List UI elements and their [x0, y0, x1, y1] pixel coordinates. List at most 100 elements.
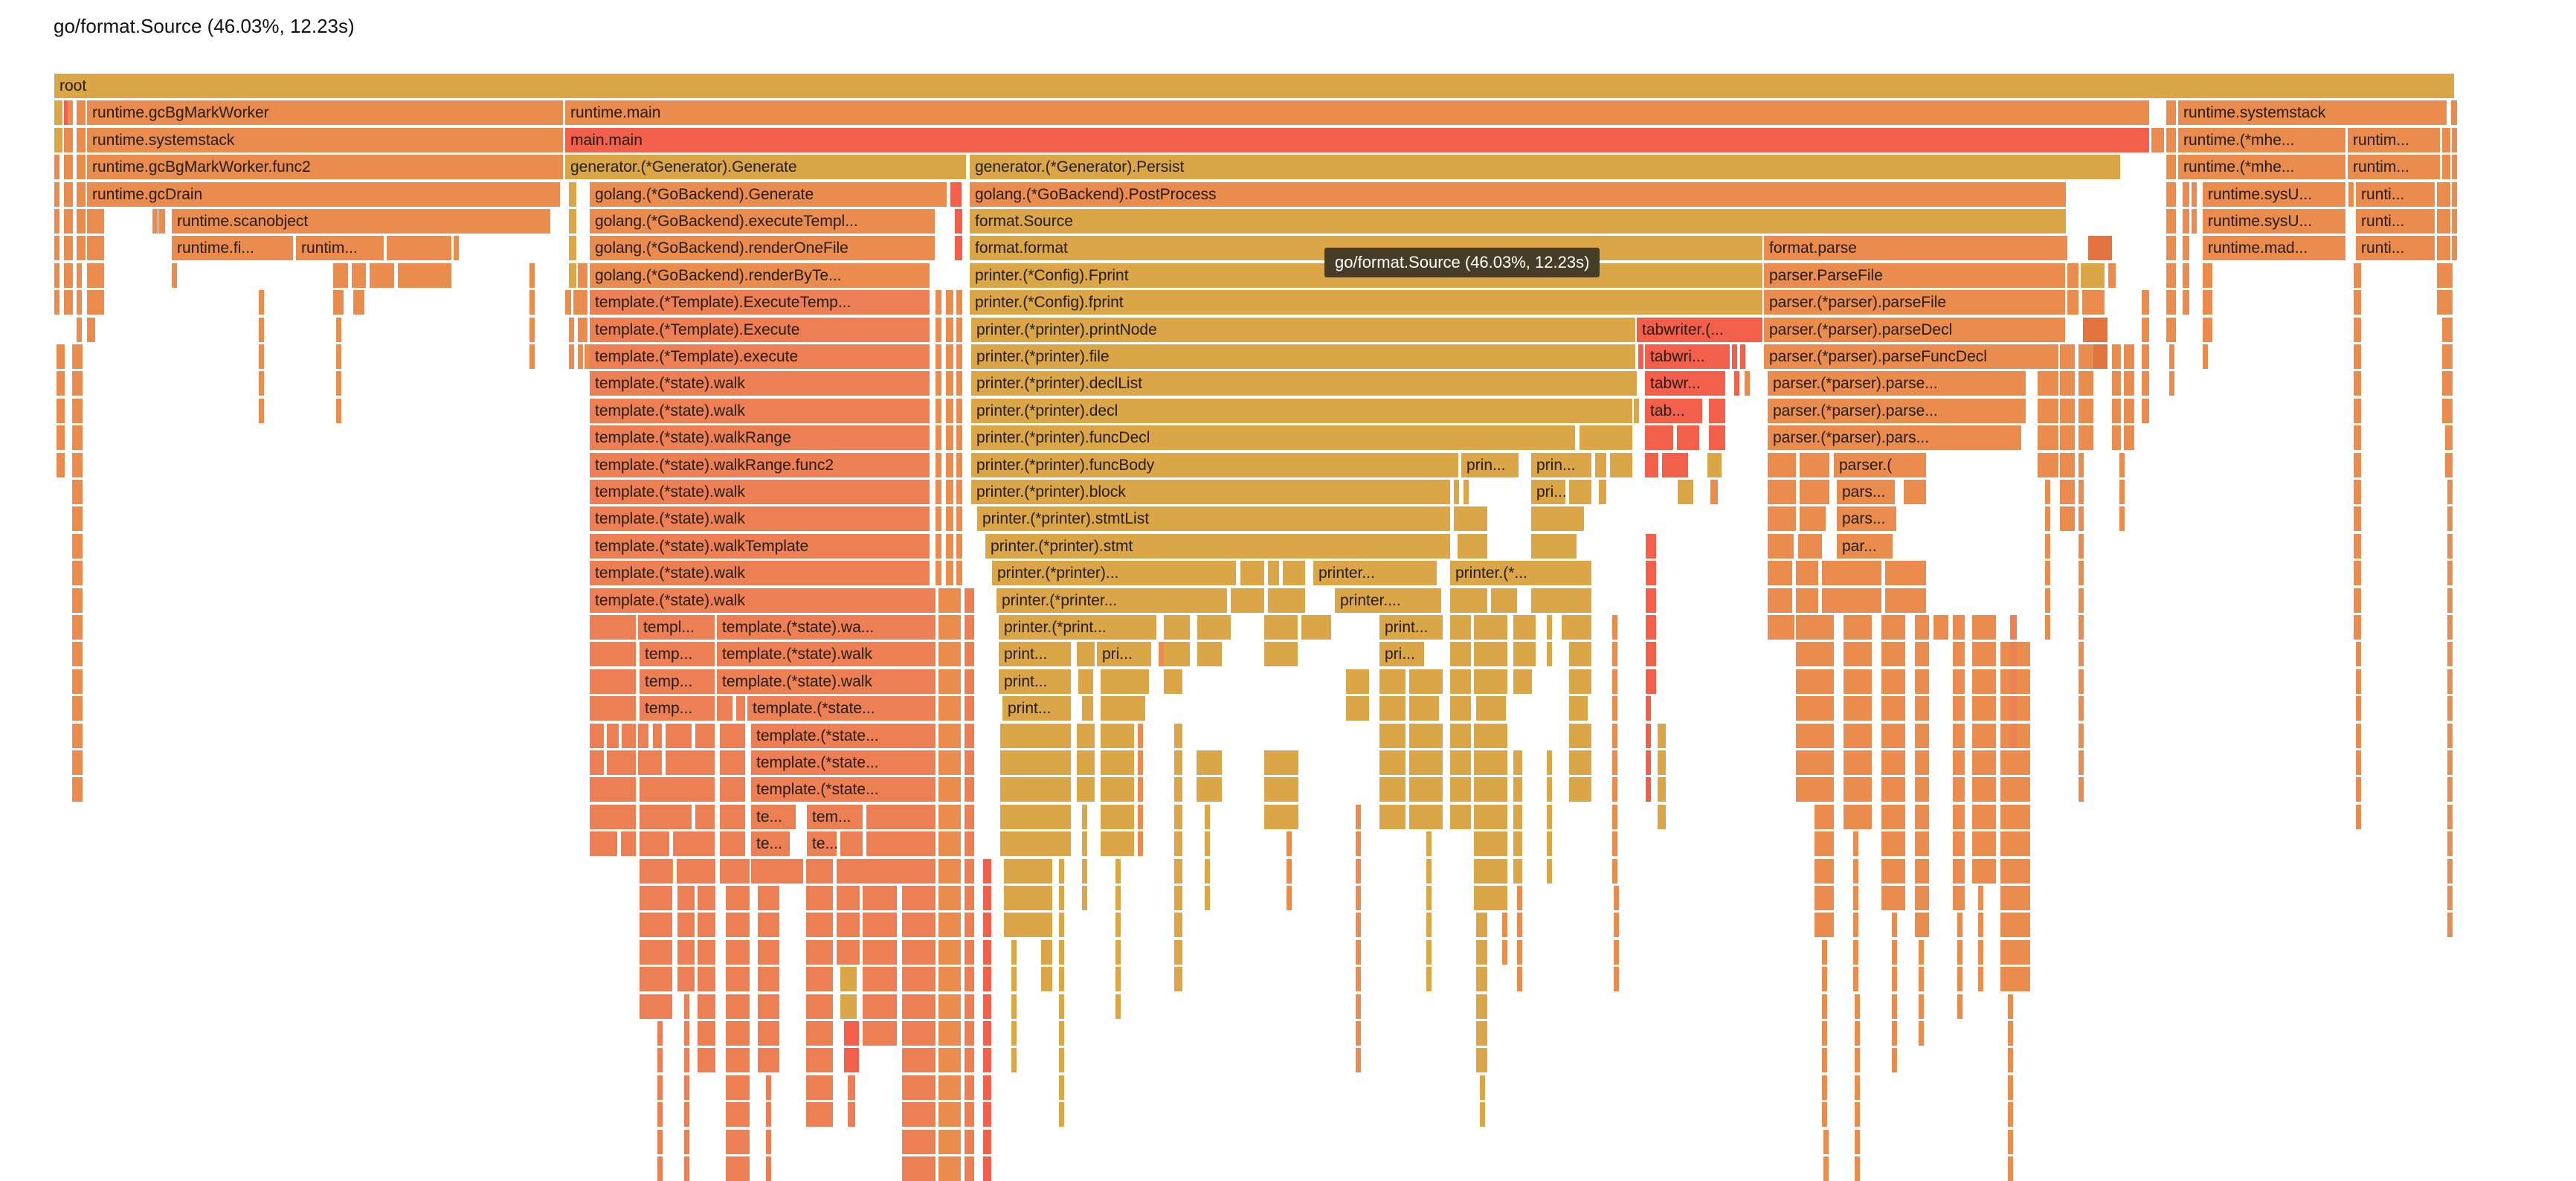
frame-bar-fragment[interactable] — [1881, 750, 1905, 775]
frame-bar-fragment[interactable] — [965, 1156, 974, 1181]
frame-bar-fragment[interactable] — [1569, 696, 1588, 721]
frame-bar-fragment[interactable] — [2445, 452, 2453, 477]
frame-bar-fragment[interactable] — [2203, 344, 2208, 369]
frame-bar-fragment[interactable] — [726, 939, 750, 965]
frame-bar-fragment[interactable] — [72, 642, 77, 667]
frame-bar-fragment[interactable] — [77, 344, 83, 369]
frame-bar[interactable]: template.(*state).walk — [590, 588, 936, 613]
frame-bar[interactable]: parser.(*parser).parseFile — [1764, 290, 2065, 315]
frame-bar[interactable]: runtime.gcBgMarkWorker — [87, 100, 563, 126]
frame-bar-fragment[interactable] — [77, 615, 83, 640]
frame-bar-fragment[interactable] — [946, 425, 953, 451]
frame-bar[interactable]: prin... — [1461, 452, 1519, 477]
frame-bar-fragment[interactable] — [1513, 831, 1522, 857]
frame-bar-fragment[interactable] — [806, 994, 833, 1019]
frame-bar[interactable]: print... — [999, 669, 1071, 694]
frame-bar-fragment[interactable] — [1059, 858, 1064, 884]
frame-bar-fragment[interactable] — [621, 831, 636, 857]
frame-bar-fragment[interactable] — [2124, 398, 2134, 423]
frame-bar-fragment[interactable] — [370, 263, 394, 288]
frame-bar-fragment[interactable] — [1011, 939, 1017, 965]
frame-bar-fragment[interactable] — [1707, 452, 1722, 477]
frame-bar-fragment[interactable] — [1768, 588, 1792, 613]
frame-bar-fragment[interactable] — [720, 777, 745, 802]
frame-bar[interactable]: root — [54, 74, 2454, 98]
frame-bar-fragment[interactable] — [1174, 723, 1182, 748]
frame-bar[interactable]: tem... — [807, 804, 863, 829]
frame-bar-fragment[interactable] — [1610, 452, 1632, 477]
frame-bar-fragment[interactable] — [259, 398, 264, 423]
frame-bar[interactable]: runtime.gcDrain — [87, 181, 560, 207]
frame-bar-fragment[interactable] — [1059, 1021, 1064, 1046]
frame-bar-fragment[interactable] — [965, 858, 974, 884]
frame-bar-fragment[interactable] — [956, 533, 962, 559]
frame-bar-fragment[interactable] — [936, 290, 941, 315]
frame-bar-fragment[interactable] — [1885, 588, 1926, 613]
frame-bar-fragment[interactable] — [1972, 804, 1996, 829]
frame-bar-fragment[interactable] — [1953, 886, 1965, 910]
frame-bar-fragment[interactable] — [1915, 615, 1929, 640]
frame-bar-fragment[interactable] — [938, 1156, 961, 1181]
frame-bar-fragment[interactable] — [1745, 371, 1750, 396]
frame-bar-fragment[interactable] — [2203, 290, 2212, 315]
frame-bar-fragment[interactable] — [1000, 723, 1071, 748]
frame-bar-fragment[interactable] — [1205, 804, 1210, 829]
frame-bar-fragment[interactable] — [1822, 1048, 1827, 1073]
frame-bar-fragment[interactable] — [938, 1048, 961, 1073]
frame-bar-fragment[interactable] — [1796, 696, 1834, 721]
frame-bar-fragment[interactable] — [1796, 750, 1834, 775]
frame-bar-fragment[interactable] — [2445, 263, 2453, 288]
frame-bar-fragment[interactable] — [54, 263, 59, 288]
frame-bar-fragment[interactable] — [1796, 642, 1834, 667]
frame-bar-fragment[interactable] — [1634, 398, 1639, 423]
frame-bar-fragment[interactable] — [1796, 588, 1818, 613]
frame-bar-fragment[interactable] — [1844, 723, 1872, 748]
frame-bar-fragment[interactable] — [1480, 1102, 1485, 1127]
frame-bar-fragment[interactable] — [569, 263, 576, 288]
frame-bar[interactable]: golang.(*GoBackend).renderByTe... — [590, 263, 930, 288]
frame-bar-fragment[interactable] — [72, 452, 77, 477]
frame-bar-fragment[interactable] — [1800, 452, 1829, 477]
frame-bar[interactable]: pri... — [1531, 480, 1565, 504]
frame-bar-fragment[interactable] — [677, 858, 695, 884]
frame-bar[interactable]: te... — [751, 831, 790, 857]
frame-bar-fragment[interactable] — [1614, 967, 1619, 992]
frame-bar[interactable]: prin... — [1531, 452, 1591, 477]
frame-bar-fragment[interactable] — [698, 1021, 715, 1046]
frame-bar-fragment[interactable] — [72, 561, 77, 586]
frame-bar-fragment[interactable] — [1796, 615, 1834, 640]
frame-bar-fragment[interactable] — [72, 615, 77, 640]
frame-bar-fragment[interactable] — [2060, 371, 2075, 396]
frame-bar-fragment[interactable] — [2067, 290, 2078, 315]
frame-bar-fragment[interactable] — [2078, 723, 2084, 748]
frame-bar-fragment[interactable] — [1409, 777, 1443, 802]
frame-bar-fragment[interactable] — [1059, 967, 1064, 992]
frame-bar-fragment[interactable] — [1491, 588, 1517, 613]
frame-bar-fragment[interactable] — [1855, 1021, 1860, 1046]
frame-bar-fragment[interactable] — [1115, 913, 1121, 938]
frame-bar[interactable]: runti... — [2356, 236, 2435, 261]
frame-bar-fragment[interactable] — [2008, 1075, 2013, 1100]
frame-bar-fragment[interactable] — [2437, 236, 2442, 261]
frame-bar-fragment[interactable] — [1409, 804, 1443, 829]
frame-bar-fragment[interactable] — [2124, 425, 2134, 451]
frame-bar-fragment[interactable] — [698, 939, 715, 965]
frame-bar-fragment[interactable] — [68, 181, 73, 207]
frame-bar-fragment[interactable] — [2447, 506, 2453, 532]
frame-bar-fragment[interactable] — [666, 750, 715, 775]
frame-bar-fragment[interactable] — [863, 994, 897, 1019]
frame-bar-fragment[interactable] — [1933, 615, 1948, 640]
frame-bar-fragment[interactable] — [2060, 425, 2075, 451]
frame-bar-fragment[interactable] — [1450, 588, 1487, 613]
frame-bar-fragment[interactable] — [1268, 588, 1305, 613]
frame-bar-fragment[interactable] — [1287, 858, 1292, 884]
frame-bar-fragment[interactable] — [1205, 886, 1210, 910]
frame-bar-fragment[interactable] — [590, 777, 636, 802]
frame-bar-fragment[interactable] — [2445, 398, 2453, 423]
frame-bar-fragment[interactable] — [2192, 181, 2197, 207]
frame-bar-fragment[interactable] — [2078, 425, 2093, 451]
frame-bar-fragment[interactable] — [965, 696, 974, 721]
frame-bar-fragment[interactable] — [1768, 533, 1794, 559]
frame-bar-fragment[interactable] — [1513, 804, 1522, 829]
frame-bar-fragment[interactable] — [590, 750, 604, 775]
